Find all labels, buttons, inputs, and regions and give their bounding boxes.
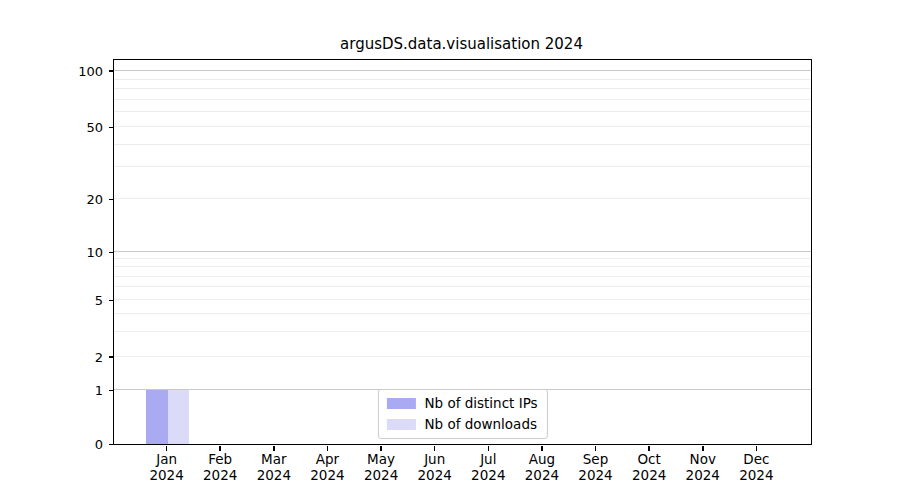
y-tick-mark: [109, 300, 114, 302]
legend-item: Nb of distinct IPs: [386, 395, 537, 411]
chart-title: argusDS.data.visualisation 2024: [113, 35, 810, 53]
gridline-minor: [114, 166, 811, 167]
x-tick-label-month: Dec: [720, 452, 792, 468]
plot-area: Nb of distinct IPs Nb of downloads: [113, 59, 812, 445]
gridline-minor: [114, 198, 811, 199]
gridline-minor: [114, 88, 811, 89]
legend: Nb of distinct IPs Nb of downloads: [377, 389, 547, 439]
legend-swatch-downloads: [386, 419, 415, 430]
gridline-minor: [114, 258, 811, 259]
bar-downloads: [168, 390, 189, 444]
gridline-minor: [114, 266, 811, 267]
x-tick-mark: [380, 446, 382, 451]
x-tick-mark: [488, 446, 490, 451]
x-tick-mark: [434, 446, 436, 451]
x-tick-mark: [595, 446, 597, 451]
gridline-minor: [114, 276, 811, 277]
legend-item: Nb of downloads: [386, 416, 537, 432]
gridline-minor: [114, 99, 811, 100]
x-tick-label: Dec2024: [720, 452, 792, 483]
y-tick-mark: [109, 199, 114, 201]
legend-label: Nb of downloads: [424, 416, 537, 432]
x-tick-mark: [219, 446, 221, 451]
y-tick-label: 10: [0, 245, 103, 260]
y-tick-mark: [109, 127, 114, 129]
bar-distinct-ips: [146, 390, 167, 444]
gridline-minor: [114, 286, 811, 287]
x-tick-mark: [327, 446, 329, 451]
gridline-minor: [114, 111, 811, 112]
y-tick-label: 50: [0, 120, 103, 135]
chart-figure: argusDS.data.visualisation 2024 Nb of di…: [0, 0, 900, 500]
gridline-minor: [114, 144, 811, 145]
y-tick-label: 0: [0, 437, 103, 452]
x-tick-mark: [166, 446, 168, 451]
x-tick-label-year: 2024: [720, 468, 792, 484]
y-tick-mark: [109, 356, 114, 358]
gridline-major: [114, 251, 811, 252]
gridline-minor: [114, 299, 811, 300]
y-tick-mark: [109, 70, 114, 72]
gridline-major: [114, 70, 811, 71]
y-tick-label: 5: [0, 293, 103, 308]
gridline-minor: [114, 331, 811, 332]
x-tick-mark: [756, 446, 758, 451]
x-tick-mark: [541, 446, 543, 451]
legend-swatch-distinct-ips: [386, 398, 415, 409]
y-tick-label: 2: [0, 350, 103, 365]
gridline-minor: [114, 79, 811, 80]
gridline-minor: [114, 313, 811, 314]
y-tick-label: 1: [0, 383, 103, 398]
y-tick-mark: [109, 252, 114, 254]
x-tick-mark: [273, 446, 275, 451]
legend-label: Nb of distinct IPs: [424, 395, 537, 411]
y-tick-label: 20: [0, 192, 103, 207]
y-tick-mark: [109, 390, 114, 392]
y-tick-mark: [109, 444, 114, 446]
x-tick-mark: [702, 446, 704, 451]
x-tick-mark: [648, 446, 650, 451]
y-tick-label: 100: [0, 64, 103, 79]
gridline-minor: [114, 356, 811, 357]
gridline-minor: [114, 126, 811, 127]
